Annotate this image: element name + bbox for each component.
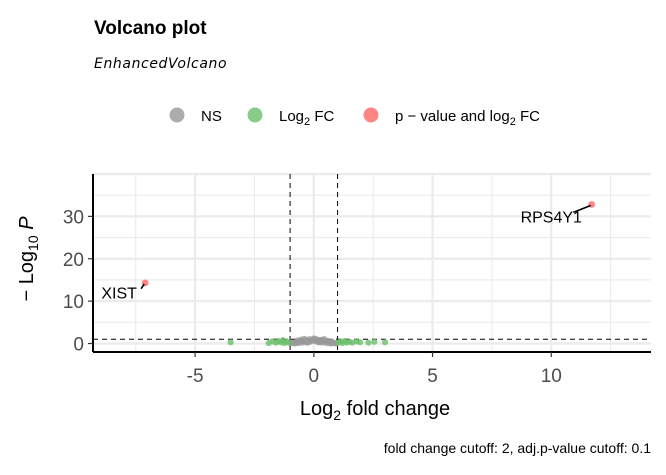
data-point: [365, 339, 372, 346]
chart-title: Volcano plot: [94, 18, 207, 39]
x-axis-title: Log2 fold change: [300, 398, 450, 423]
chart-subtitle: EnhancedVolcano: [94, 56, 227, 72]
y-tick-label: 10: [63, 292, 84, 313]
data-point: [381, 339, 389, 346]
legend-key-fc: [247, 107, 263, 123]
y-tick-label: 20: [63, 250, 84, 271]
cutoff-lines: [93, 174, 651, 352]
x-tick-label: 0: [309, 366, 320, 387]
y-tick-label: 30: [63, 207, 84, 228]
legend-label-pfc: p − value and log2 FC: [395, 108, 540, 128]
legend-label-ns: NS: [201, 108, 222, 125]
gene-connector: [140, 283, 145, 290]
gene-label: XIST: [101, 286, 137, 303]
gene-labels: XIST RPS4Y1: [101, 204, 591, 303]
legend-key-pfc: [363, 107, 379, 123]
legend-key-ns: [169, 107, 185, 123]
gene-connector: [572, 204, 591, 214]
legend-label-fc: Log2 FC: [279, 108, 334, 128]
data-point: [285, 339, 292, 346]
data-point: [304, 339, 311, 346]
axes: [92, 174, 651, 353]
y-tick-label: 0: [73, 335, 84, 356]
chart-caption: fold change cutoff: 2, adj.p-value cutof…: [384, 440, 651, 456]
legend: NS Log2 FC p − value and log2 FC: [169, 107, 540, 128]
tick-labels: -5 0 5 10 0 10 20 30: [63, 207, 562, 387]
x-tick-label: 10: [541, 366, 562, 387]
data-point: [371, 338, 378, 345]
x-tick-label: -5: [187, 366, 204, 387]
y-axis-title: − Log10 P: [16, 216, 41, 302]
data-point: [227, 339, 234, 346]
gene-label: RPS4Y1: [521, 209, 582, 226]
data-point: [315, 339, 322, 346]
grid: [93, 172, 651, 352]
data-point: [357, 339, 364, 346]
x-tick-label: 5: [427, 366, 438, 387]
data-point: [297, 336, 304, 343]
data-point: [321, 336, 328, 343]
data-points: [141, 201, 596, 347]
data-point: [328, 338, 335, 345]
